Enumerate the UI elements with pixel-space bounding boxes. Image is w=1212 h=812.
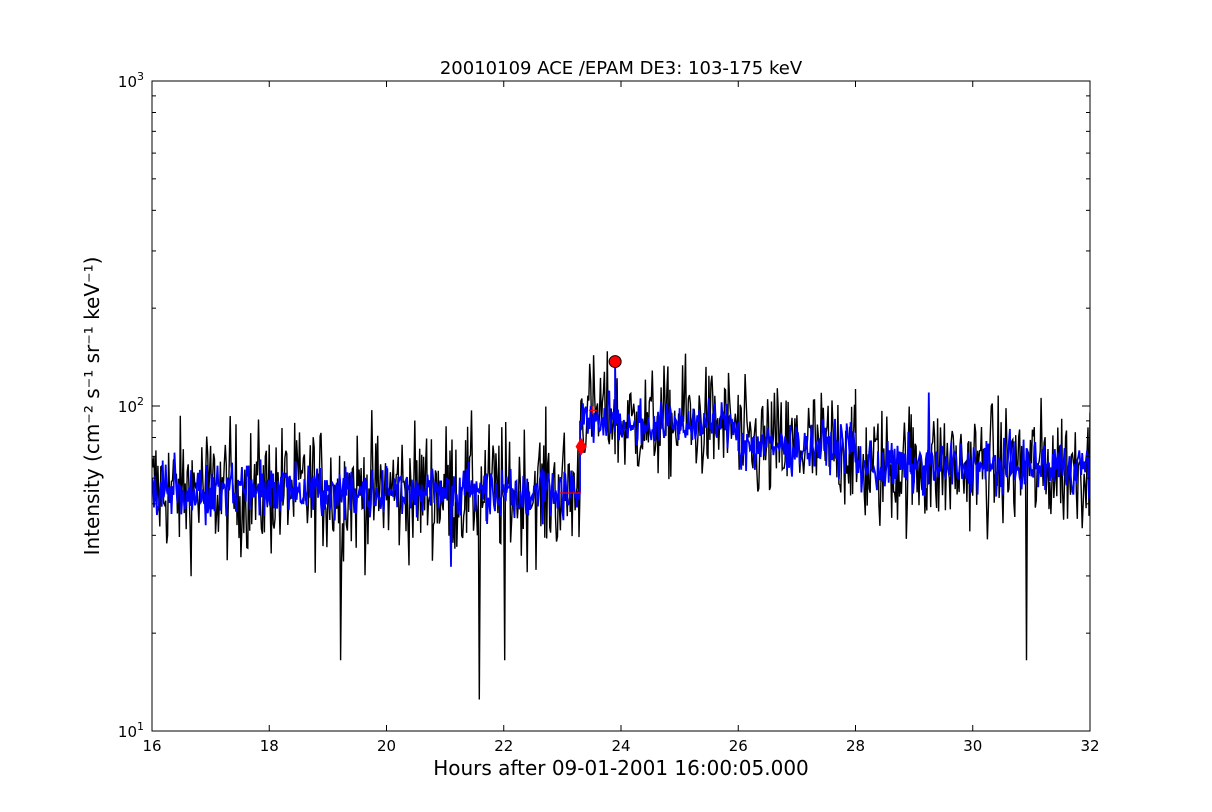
y-axis: 101 102 103: [118, 70, 1090, 741]
x-tick-label: 32: [1080, 737, 1099, 755]
chart-title: 20010109 ACE /EPAM DE3: 103-175 keV: [440, 58, 803, 79]
x-axis-label: Hours after 09-01-2001 16:00:05.000: [433, 756, 809, 780]
series-line: [152, 363, 1090, 567]
x-tick-label: 16: [142, 737, 161, 755]
y-tick-label: 103: [118, 70, 144, 91]
peak-marker: [608, 355, 622, 369]
onset-marker: [575, 437, 587, 456]
x-tick-label: 26: [729, 737, 748, 755]
y-axis-label: Intensity (cm⁻² s⁻¹ sr⁻¹ keV⁻¹): [80, 257, 104, 556]
x-tick-label: 22: [494, 737, 513, 755]
x-axis: 16 18 20 22 24 26 28 30 32: [142, 81, 1100, 755]
y-tick-label: 102: [118, 395, 144, 416]
x-tick-label: 28: [846, 737, 865, 755]
x-tick-label: 20: [377, 737, 396, 755]
series-layer: [152, 351, 1090, 700]
y-tick-label: 101: [118, 720, 144, 741]
plus-marker: [588, 406, 597, 415]
x-tick-label: 18: [260, 737, 279, 755]
x-tick-label: 30: [963, 737, 982, 755]
plot-area: [152, 351, 1090, 700]
x-tick-label: 24: [611, 737, 630, 755]
marker-layer: [559, 355, 622, 494]
